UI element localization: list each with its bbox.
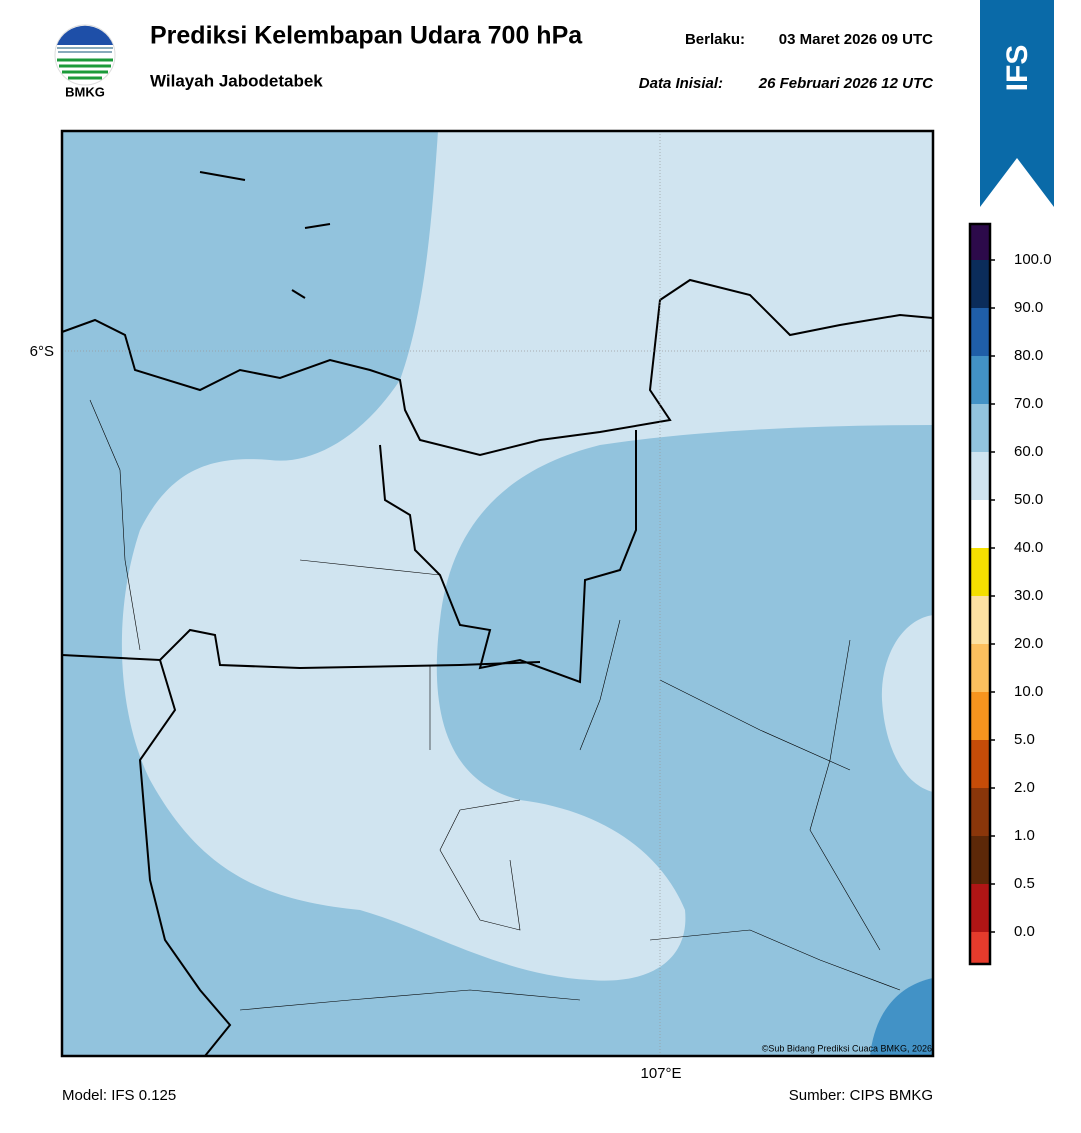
colorbar-label: 40.0: [1014, 539, 1043, 556]
colorbar-label: 1.0: [1014, 827, 1035, 844]
lon-label: 107°E: [640, 1065, 681, 1082]
colorbar-label: 30.0: [1014, 587, 1043, 604]
logo-text: BMKG: [65, 84, 105, 99]
badge-text: IFS: [1001, 45, 1034, 92]
lat-label: 6°S: [30, 343, 54, 360]
colorbar-segment: [970, 596, 990, 644]
title: Prediksi Kelembapan Udara 700 hPa: [150, 22, 583, 50]
colorbar-segment: [970, 692, 990, 740]
colorbar-label: 60.0: [1014, 443, 1043, 460]
model: Model: IFS 0.125: [62, 1087, 176, 1104]
valid-label: Berlaku:: [685, 31, 745, 48]
init-time: 26 Februari 2026 12 UTC: [758, 75, 934, 92]
map: [62, 131, 933, 1056]
colorbar: 0.0 0.5 1.0 2.0 5.0 10.0 20.0 30.0 40.0 50.0 60.0 7…: [968, 222, 1052, 966]
init-label: Data Inisial:: [639, 75, 723, 92]
colorbar-segment: [970, 644, 990, 692]
colorbar-segment: [970, 932, 990, 964]
colorbar-label: 2.0: [1014, 779, 1035, 796]
colorbar-label: 10.0: [1014, 683, 1043, 700]
colorbar-label: 90.0: [1014, 299, 1043, 316]
colorbar-label: 50.0: [1014, 491, 1043, 508]
colorbar-label: 80.0: [1014, 347, 1043, 364]
colorbar-segment: [970, 500, 990, 548]
colorbar-segment: [970, 884, 990, 932]
colorbar-segment: [970, 356, 990, 404]
colorbar-segment: [970, 548, 990, 596]
logo: BMKG: [54, 24, 116, 99]
colorbar-segment: [970, 224, 990, 260]
colorbar-frame: [968, 222, 992, 966]
colorbar-segment: [970, 836, 990, 884]
colorbar-label: 5.0: [1014, 731, 1035, 748]
colorbar-label: 100.0: [1014, 251, 1052, 268]
colorbar-label: 0.5: [1014, 875, 1035, 892]
valid-time: 03 Maret 2026 09 UTC: [779, 31, 933, 48]
map-frame: [60, 129, 935, 1058]
colorbar-label: 0.0: [1014, 923, 1035, 940]
colorbar-segment: [970, 788, 990, 836]
source: Sumber: CIPS BMKG: [789, 1087, 933, 1104]
colorbar-label: 70.0: [1014, 395, 1043, 412]
badge: [980, 0, 1054, 207]
colorbar-segment: [970, 452, 990, 500]
credit: ©Sub Bidang Prediksi Cuaca BMKG, 2026: [762, 1043, 932, 1053]
colorbar-segment: [970, 404, 990, 452]
colorbar-segment: [970, 308, 990, 356]
subtitle: Wilayah Jabodetabek: [150, 71, 323, 90]
colorbar-segment: [970, 260, 990, 308]
colorbar-label: 20.0: [1014, 635, 1043, 652]
colorbar-segment: [970, 740, 990, 788]
